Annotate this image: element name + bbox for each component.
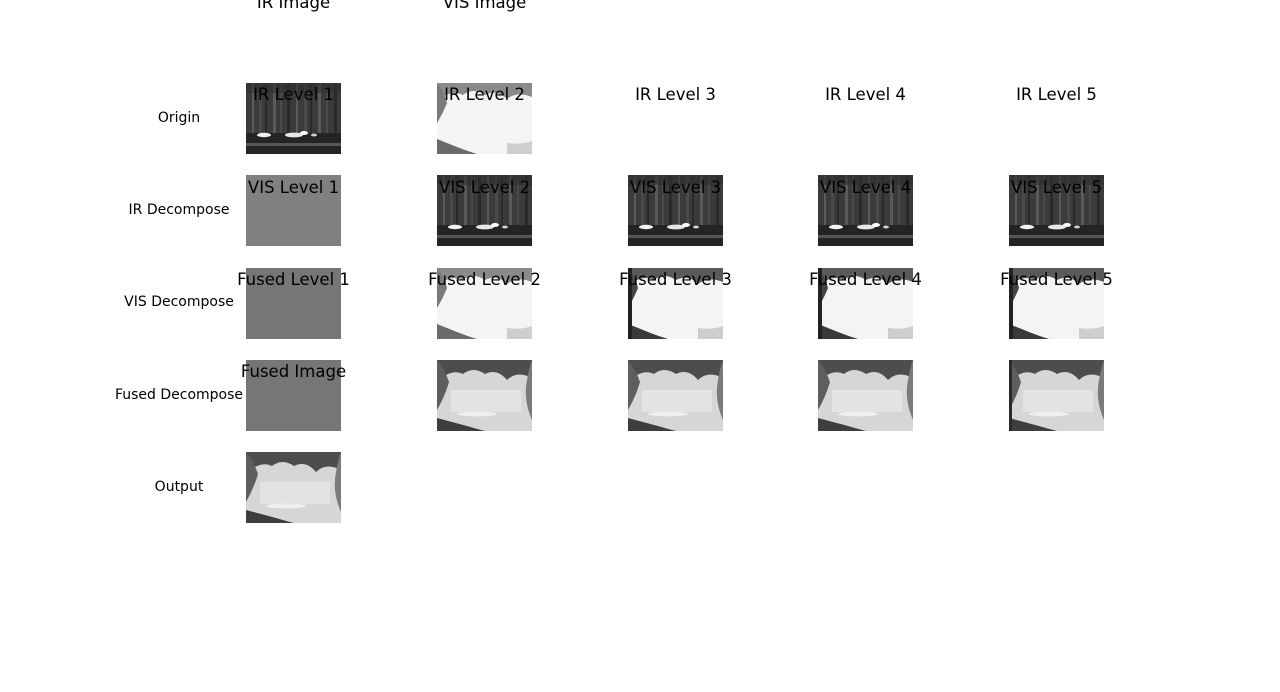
panel-image: [1009, 175, 1104, 246]
panel-title: Fused Image: [240, 361, 347, 381]
panel-image: [246, 83, 341, 154]
row-label-origin: Origin: [157, 110, 201, 126]
panel-title: VIS Level 2: [438, 177, 531, 197]
panel-title: VIS Level 1: [247, 177, 340, 197]
panel-image: [628, 175, 723, 246]
panel-image: [437, 268, 532, 339]
panel-image: [437, 83, 532, 154]
panel-image: [1009, 360, 1104, 431]
panel-image: [818, 268, 913, 339]
panel-image: [818, 175, 913, 246]
panel-title: VIS Level 4: [819, 177, 912, 197]
panel-image: [246, 268, 341, 339]
panel-title: IR Level 3: [635, 84, 716, 104]
panel-image: [628, 360, 723, 431]
panel-title: Fused Level 5: [1000, 269, 1113, 289]
row-label-fused-decompose: Fused Decompose: [114, 387, 244, 403]
panel-title: IR Image: [256, 0, 331, 12]
panel-image: [246, 360, 341, 431]
panel-image: [246, 452, 341, 523]
panel-title: Fused Level 1: [237, 269, 350, 289]
panel-image: [628, 268, 723, 339]
panel-image: [437, 360, 532, 431]
row-label-output: Output: [154, 479, 204, 495]
row-label-vis-decompose: VIS Decompose: [124, 294, 234, 310]
panel-title: Fused Level 4: [809, 269, 922, 289]
panel-title: IR Level 4: [825, 84, 906, 104]
panel-image: [246, 175, 341, 246]
panel-title: VIS Level 3: [629, 177, 722, 197]
panel-title: Fused Level 3: [619, 269, 732, 289]
panel-title: IR Level 5: [1016, 84, 1097, 104]
panel-title: VIS Image: [442, 0, 527, 12]
panel-image: [1009, 268, 1104, 339]
panel-title: Fused Level 2: [428, 269, 541, 289]
panel-title: VIS Level 5: [1010, 177, 1103, 197]
panel-title: IR Level 2: [444, 84, 525, 104]
panel-title: IR Level 1: [253, 84, 334, 104]
panel-image: [818, 360, 913, 431]
panel-image: [437, 175, 532, 246]
row-label-ir-decompose: IR Decompose: [128, 202, 230, 218]
